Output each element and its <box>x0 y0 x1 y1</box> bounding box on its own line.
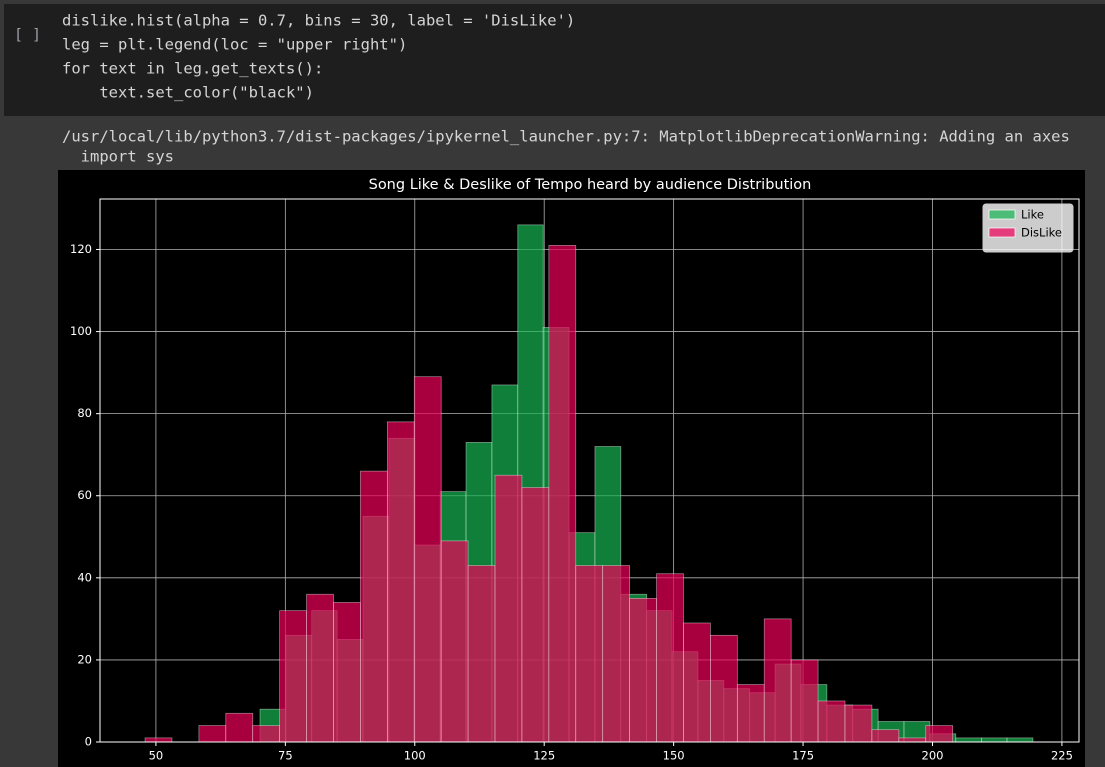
histogram-bar <box>1006 737 1034 743</box>
histogram-bar <box>360 470 388 743</box>
output-lines: /usr/local/lib/python3.7/dist-packages/i… <box>62 128 1070 166</box>
histogram-bar <box>925 725 954 743</box>
histogram-bar <box>736 684 765 743</box>
histogram-bar <box>333 602 361 743</box>
histogram-bar <box>521 487 550 743</box>
histogram-bar <box>440 540 469 743</box>
code-line: leg = plt.legend(loc = "upper right") <box>62 36 407 54</box>
histogram-bar <box>981 737 1008 743</box>
histogram-bar <box>252 725 280 743</box>
histogram-bar <box>279 610 307 743</box>
histogram-bar <box>494 474 523 743</box>
axes-frame <box>99 198 1080 743</box>
histogram-bar <box>898 737 927 743</box>
x-tick-label: 100 <box>404 749 426 763</box>
x-tick-label: 200 <box>922 749 944 763</box>
x-tick-label: 50 <box>149 749 164 763</box>
histogram-bar <box>602 565 630 743</box>
histogram-bar <box>790 659 819 743</box>
histogram-bar <box>710 634 738 743</box>
cell-prompt[interactable]: [ ] <box>14 26 41 44</box>
x-tick-label: 175 <box>792 749 814 763</box>
y-tick-label: 80 <box>77 406 92 420</box>
y-tick-label: 20 <box>77 652 92 666</box>
histogram-bar <box>198 725 227 743</box>
code-cell <box>4 4 1105 116</box>
code-line: for text in leg.get_texts(): <box>62 60 323 78</box>
chart-title: Song Like & Deslike of Tempo heard by au… <box>369 177 812 193</box>
y-tick-label: 40 <box>77 570 92 584</box>
x-tick-label: 125 <box>533 749 555 763</box>
histogram-bar <box>955 737 983 743</box>
x-tick-label: 75 <box>278 749 293 763</box>
histogram-bar <box>548 245 577 743</box>
x-tick-label: 225 <box>1051 749 1073 763</box>
legend-swatch <box>988 227 1016 238</box>
y-tick-label: 100 <box>70 324 92 338</box>
histogram-bar <box>629 597 657 743</box>
histogram-bar <box>763 618 792 743</box>
histogram-bar <box>144 737 173 743</box>
histogram-bar <box>413 376 442 743</box>
legend-label: Like <box>1021 208 1044 222</box>
histogram-bar <box>656 573 684 743</box>
histogram-bar <box>306 593 334 743</box>
code-line: dislike.hist(alpha = 0.7, bins = 30, lab… <box>62 12 575 30</box>
y-tick-label: 60 <box>77 488 92 502</box>
legend-swatch <box>988 209 1016 220</box>
histogram-bar <box>871 729 900 743</box>
y-tick-label: 0 <box>85 735 92 749</box>
histogram-bar <box>386 421 415 743</box>
histogram-bar <box>817 700 846 743</box>
output-line: import sys <box>62 148 174 166</box>
histogram-bar <box>844 704 873 743</box>
legend-label: DisLike <box>1021 226 1062 240</box>
output-line: /usr/local/lib/python3.7/dist-packages/i… <box>62 128 1070 146</box>
histogram-bar <box>683 622 711 743</box>
code-line: text.set_color("black") <box>62 84 314 102</box>
x-tick-label: 150 <box>663 749 685 763</box>
histogram-bar <box>575 565 604 743</box>
histogram-bar <box>467 565 496 743</box>
y-tick-label: 120 <box>70 242 92 256</box>
plot: 0 20 40 60 80 100 120 50 75 100 125 150 175 200 225 Lik… <box>70 198 1080 763</box>
code-lines: dislike.hist(alpha = 0.7, bins = 30, lab… <box>62 12 575 102</box>
histogram-bar <box>225 712 254 743</box>
